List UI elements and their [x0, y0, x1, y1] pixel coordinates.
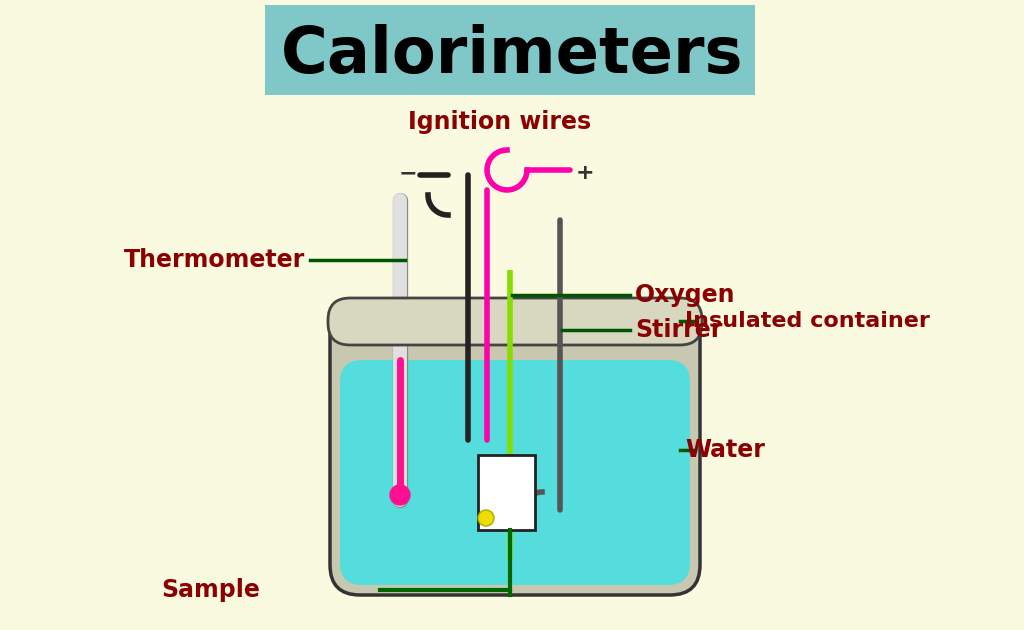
Text: Thermometer: Thermometer: [124, 248, 305, 272]
Circle shape: [478, 510, 494, 526]
Circle shape: [390, 485, 410, 505]
Text: Water: Water: [685, 438, 765, 462]
Text: −: −: [398, 163, 418, 183]
Text: Insulated container: Insulated container: [685, 311, 930, 331]
FancyBboxPatch shape: [340, 360, 690, 585]
Text: Sample: Sample: [161, 578, 260, 602]
Text: Calorimeters: Calorimeters: [281, 24, 743, 86]
FancyBboxPatch shape: [265, 5, 755, 95]
Text: Ignition wires: Ignition wires: [409, 110, 592, 134]
FancyBboxPatch shape: [478, 455, 535, 530]
Text: Stirrer: Stirrer: [635, 318, 722, 342]
Text: Oxygen: Oxygen: [635, 283, 735, 307]
FancyBboxPatch shape: [328, 298, 702, 345]
FancyBboxPatch shape: [330, 300, 700, 595]
Text: +: +: [575, 163, 594, 183]
